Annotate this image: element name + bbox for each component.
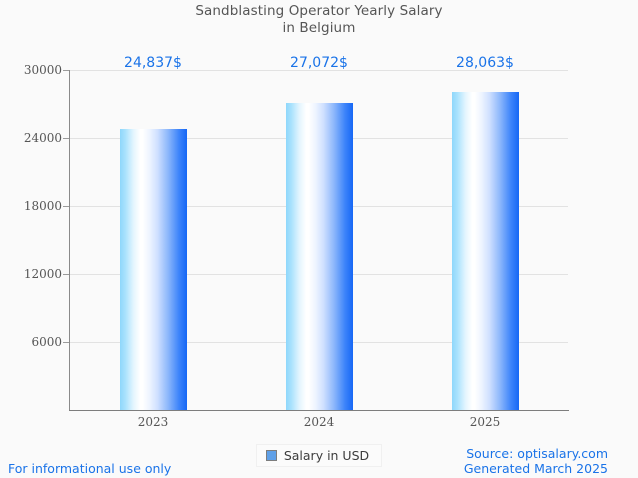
chart-title-line-2: in Belgium [282, 20, 356, 36]
chart-title: Sandblasting Operator Yearly Salary in B… [0, 3, 638, 37]
legend-item-label: Salary in USD [283, 448, 370, 463]
y-axis-tick-mark [63, 274, 69, 275]
y-axis-tick-label: 6000 [31, 335, 62, 349]
x-axis-tick-label: 2023 [137, 415, 169, 429]
bar[interactable] [285, 103, 353, 410]
bar-value-label: 24,837$ [124, 55, 182, 71]
bar-value-label: 28,063$ [456, 55, 514, 71]
y-axis-tick-mark [63, 206, 69, 207]
legend-item-salary-in-usd[interactable]: Salary in USD [255, 444, 383, 467]
y-axis-tick-mark [63, 70, 69, 71]
y-axis-tick-label: 30000 [23, 63, 62, 77]
source-attribution: Source: optisalary.com Generated March 2… [464, 446, 608, 476]
gridline [70, 70, 568, 71]
y-axis-labels: 6000 12000 18000 24000 30000 [0, 0, 62, 478]
x-axis-tick-label: 2024 [303, 415, 335, 429]
generated-line: Generated March 2025 [463, 461, 608, 476]
source-line: Source: optisalary.com [466, 446, 608, 461]
bar[interactable] [451, 91, 519, 410]
x-axis-tick-label: 2025 [469, 415, 501, 429]
y-axis-tick-mark [63, 342, 69, 343]
y-axis-tick-label: 12000 [23, 267, 62, 281]
y-axis-tick-label: 18000 [23, 199, 62, 213]
y-axis-line [69, 70, 70, 411]
x-axis-line [69, 410, 569, 411]
legend-color-swatch [265, 450, 277, 461]
y-axis-tick-mark [63, 138, 69, 139]
disclaimer-text: For informational use only [8, 461, 172, 476]
plot-area [70, 70, 568, 410]
bar-value-label: 27,072$ [290, 55, 348, 71]
bar[interactable] [119, 128, 187, 410]
chart-legend: Salary in USD [0, 444, 638, 467]
y-axis-tick-label: 24000 [23, 131, 62, 145]
chart-title-line-1: Sandblasting Operator Yearly Salary [195, 3, 443, 19]
